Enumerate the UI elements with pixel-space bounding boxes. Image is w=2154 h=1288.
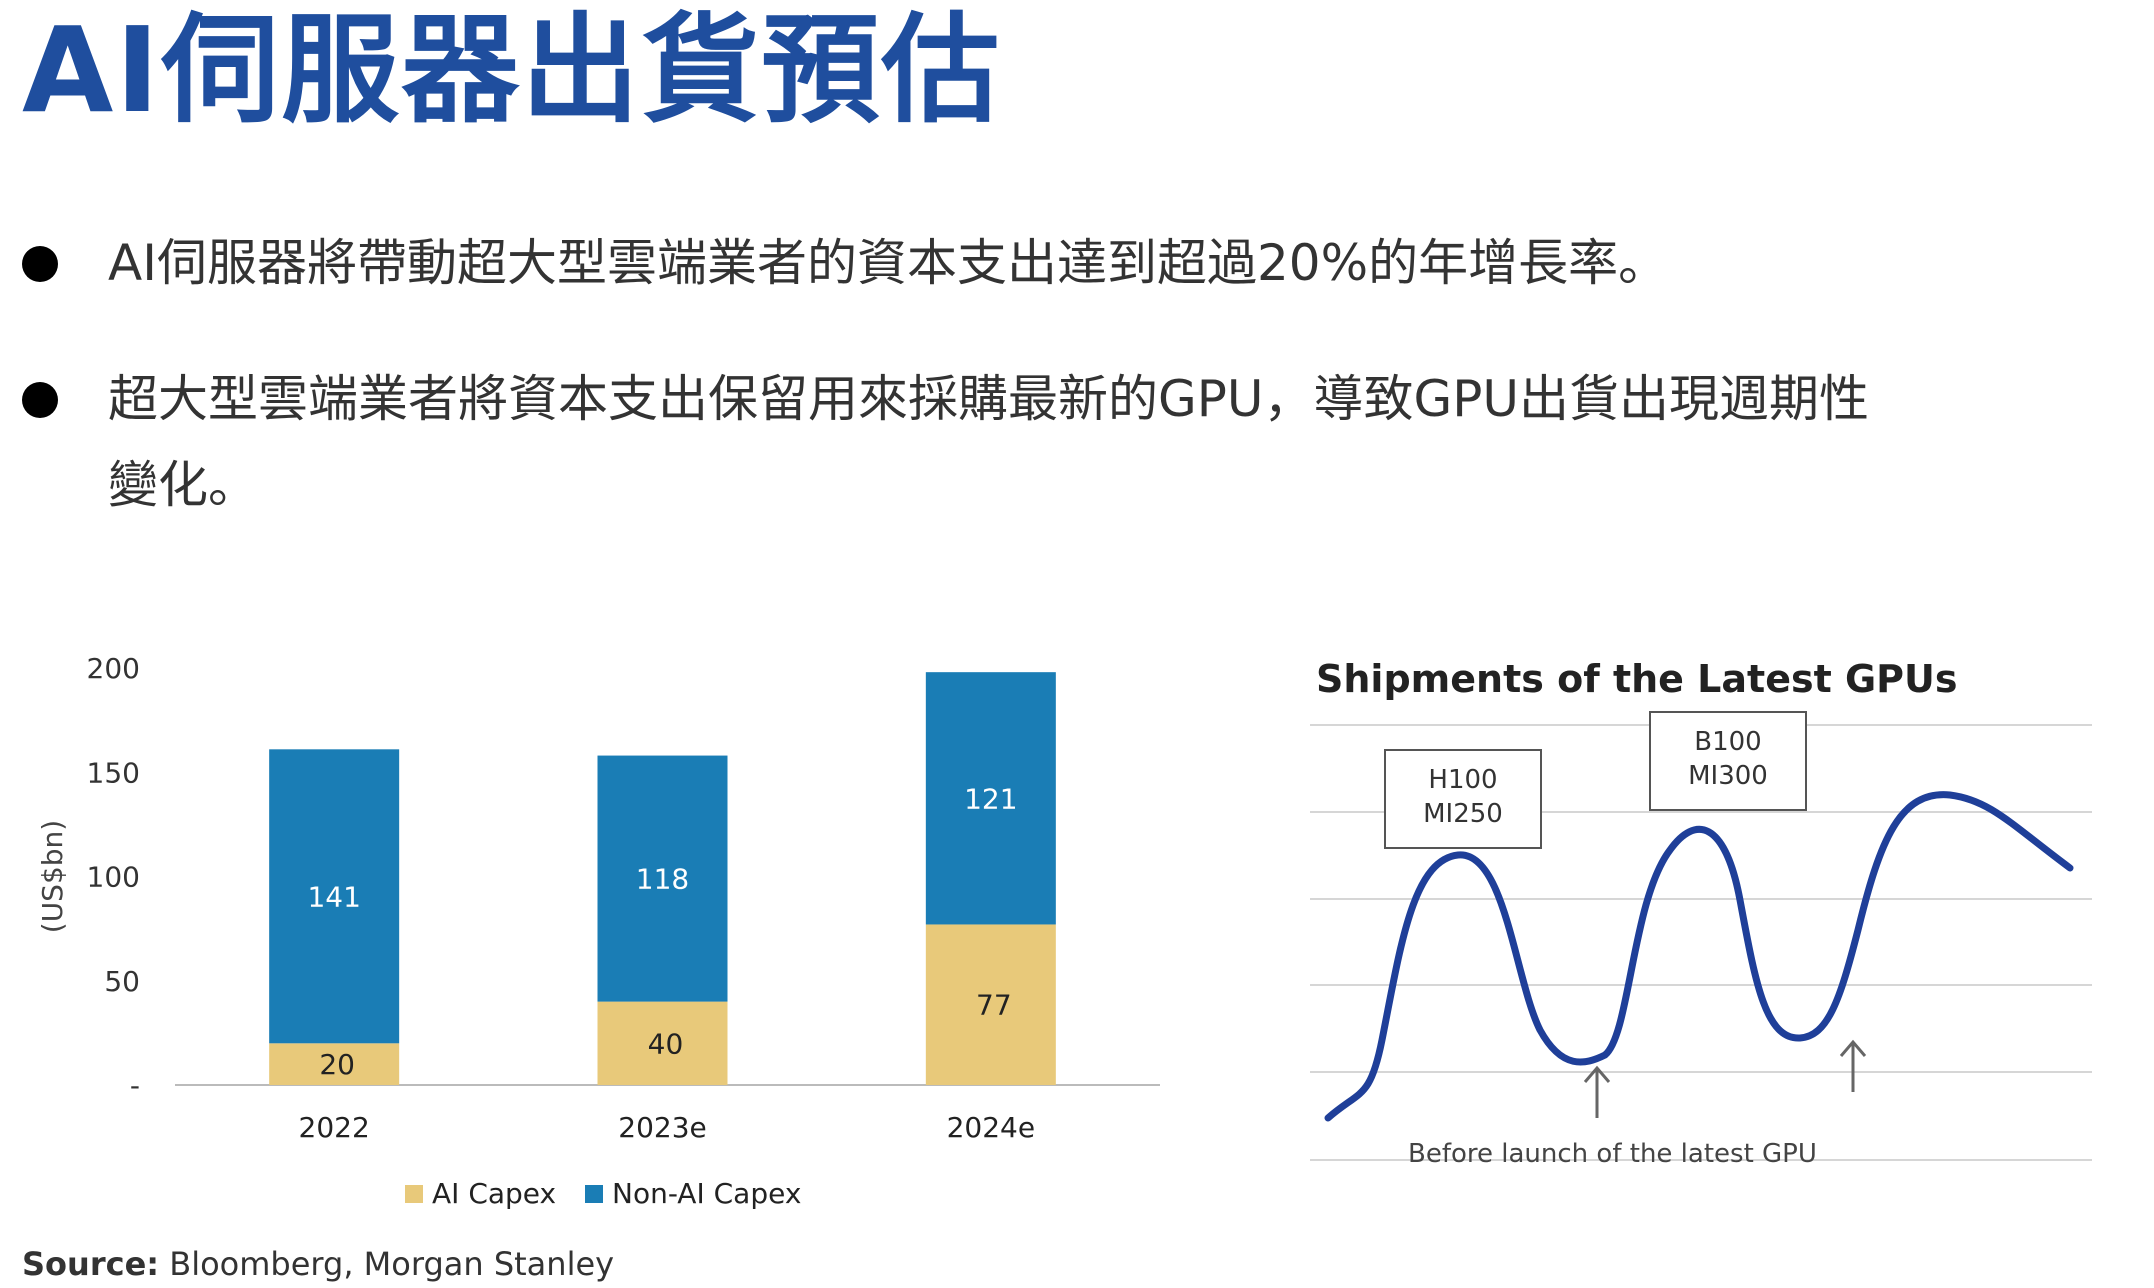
source-label: Source: (22, 1245, 160, 1283)
annotation-box (1384, 749, 1542, 849)
bar-segment (925, 924, 1056, 1085)
wave-chart-title: Shipments of the Latest GPUs (1316, 657, 1958, 701)
gpu-shipments-chart: Shipments of the Latest GPUs H100 MI250 B1… (1310, 657, 2092, 1169)
annotation-label: MI250 (1423, 799, 1503, 829)
source-note: Source: Bloomberg, Morgan Stanley (22, 1245, 614, 1283)
y-tick-label: 150 (87, 756, 140, 789)
bar-segment (925, 672, 1056, 925)
y-tick-label: 100 (87, 861, 140, 894)
bar-segment (269, 749, 400, 1044)
bullet-text-2: 超大型雲端業者將資本支出保留用來採購最新的GPU，導致GPU出貨出現週期性 (108, 370, 1869, 428)
y-tick-label: 50 (104, 965, 140, 998)
y-tick-label: 200 (87, 652, 140, 685)
x-tick-label: 2023e (618, 1111, 706, 1144)
bar-value-label: 20 (319, 1048, 355, 1081)
bullet-text-2-continued: 變化。 (108, 456, 258, 514)
annotation-box (1649, 711, 1807, 811)
legend-swatch (405, 1185, 423, 1203)
bar-value-label: 77 (976, 989, 1012, 1022)
page-title: AI伺服器出貨預估 (22, 1, 1002, 139)
bullet-dot-icon (22, 246, 58, 282)
bullet-text-1: AI伺服器將帶動超大型雲端業者的資本支出達到超過20%的年增長率。 (108, 234, 1669, 292)
bar-value-label: 118 (636, 863, 689, 896)
legend-label: AI Capex (432, 1177, 556, 1210)
up-arrow-icon (1583, 1065, 1611, 1118)
bar-chart-marks: 20 141 40 118 77 121 (269, 672, 1056, 1085)
bar-segment (597, 755, 728, 1002)
bullet-dot-icon (22, 382, 58, 418)
gpu-shipment-curve (1324, 791, 2074, 1122)
bar-chart-legend: AI Capex Non-AI Capex (405, 1177, 801, 1210)
wave-chart-annotations: H100 MI250 B100 MI300 (1384, 711, 1807, 849)
annotation-label: H100 (1428, 765, 1497, 795)
wave-chart-footnote: Before launch of the latest GPU (1408, 1139, 1817, 1169)
bar-value-label: 121 (964, 782, 1017, 815)
source-text: Bloomberg, Morgan Stanley (159, 1245, 615, 1283)
wave-chart-arrows (1583, 1039, 1867, 1118)
annotation-label: B100 (1694, 727, 1761, 757)
bar-segment (269, 1043, 400, 1085)
up-arrow-icon (1839, 1039, 1867, 1092)
annotation-label: MI300 (1688, 761, 1768, 791)
legend-swatch (585, 1185, 603, 1203)
bar-segment (597, 1001, 728, 1085)
bar-value-label: 141 (307, 880, 360, 913)
y-tick-label: - (130, 1069, 140, 1102)
y-axis-label: (US$bn) (36, 820, 69, 933)
bar-value-label: 40 (648, 1027, 684, 1060)
legend-label: Non-AI Capex (612, 1177, 801, 1210)
x-tick-label: 2024e (947, 1111, 1035, 1144)
capex-bar-chart: (US$bn) - 50 100 150 200 2022 2023e 2024e 20 141 4… (36, 652, 1160, 1210)
x-tick-label: 2022 (299, 1111, 370, 1144)
